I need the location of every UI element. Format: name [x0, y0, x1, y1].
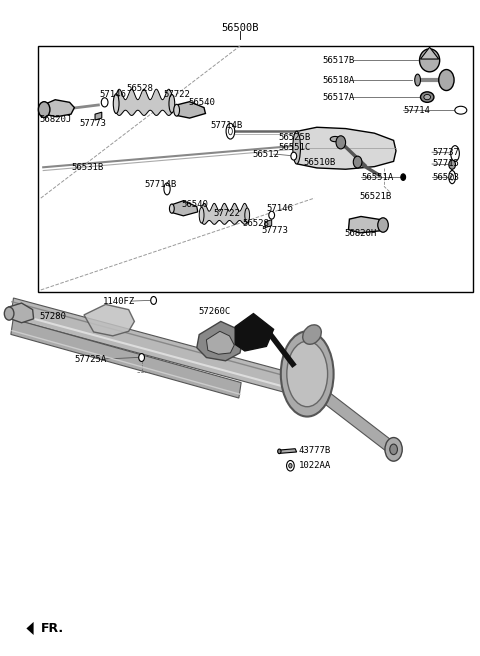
Text: 56517B: 56517B [323, 56, 355, 65]
Text: 56517A: 56517A [323, 92, 355, 102]
Polygon shape [206, 331, 234, 354]
Ellipse shape [228, 127, 232, 135]
Ellipse shape [169, 204, 174, 213]
Text: 56820H: 56820H [345, 229, 377, 238]
Text: 56531B: 56531B [71, 163, 103, 172]
Ellipse shape [113, 94, 119, 113]
Ellipse shape [174, 104, 180, 116]
Polygon shape [235, 314, 274, 351]
Text: 57773: 57773 [261, 226, 288, 236]
Circle shape [378, 218, 388, 232]
FancyBboxPatch shape [38, 46, 473, 292]
Ellipse shape [226, 123, 235, 139]
Text: 56512: 56512 [252, 150, 279, 159]
Ellipse shape [169, 94, 175, 113]
Ellipse shape [415, 74, 420, 86]
Ellipse shape [420, 49, 440, 72]
Text: 57146: 57146 [100, 90, 127, 99]
Text: 56528: 56528 [126, 84, 153, 93]
Polygon shape [26, 622, 34, 635]
Text: 56518A: 56518A [323, 75, 355, 85]
Text: 57737: 57737 [432, 148, 459, 157]
Text: 56540: 56540 [181, 200, 208, 209]
Circle shape [101, 98, 108, 107]
Ellipse shape [449, 171, 456, 184]
Circle shape [291, 152, 297, 160]
Circle shape [139, 354, 144, 361]
Polygon shape [314, 384, 396, 455]
Text: 57773: 57773 [79, 119, 106, 128]
Ellipse shape [424, 94, 431, 100]
Polygon shape [197, 321, 242, 361]
Circle shape [385, 438, 402, 461]
Text: 57715: 57715 [432, 159, 459, 169]
Ellipse shape [287, 341, 327, 407]
Ellipse shape [420, 92, 434, 102]
Ellipse shape [245, 208, 250, 222]
Circle shape [439, 70, 454, 91]
Polygon shape [348, 216, 384, 233]
Text: 56500B: 56500B [221, 23, 259, 33]
Text: 56521B: 56521B [359, 192, 391, 201]
Circle shape [336, 136, 346, 149]
Text: 57280: 57280 [39, 312, 66, 321]
Polygon shape [43, 100, 74, 117]
Polygon shape [95, 112, 102, 120]
Ellipse shape [330, 136, 340, 142]
Circle shape [4, 307, 14, 320]
Text: 57714B: 57714B [144, 180, 176, 190]
Circle shape [390, 444, 397, 455]
Ellipse shape [277, 449, 281, 454]
Text: 57722: 57722 [214, 209, 240, 218]
Text: 56540: 56540 [188, 98, 215, 108]
Text: 56510B: 56510B [304, 157, 336, 167]
Polygon shape [84, 304, 134, 336]
Polygon shape [172, 201, 198, 216]
Text: 1140FZ: 1140FZ [103, 297, 135, 306]
Circle shape [38, 102, 50, 117]
Circle shape [151, 297, 156, 304]
Text: 57260C: 57260C [198, 307, 230, 316]
Text: 56551C: 56551C [278, 143, 311, 152]
Circle shape [401, 174, 406, 180]
Ellipse shape [451, 146, 459, 161]
Text: 57722: 57722 [163, 90, 190, 99]
Text: 1022AA: 1022AA [299, 461, 331, 470]
Polygon shape [177, 102, 205, 118]
Ellipse shape [199, 207, 204, 223]
Text: 57725A: 57725A [74, 355, 107, 364]
Ellipse shape [451, 174, 454, 180]
Text: 57714B: 57714B [210, 121, 242, 131]
Polygon shape [420, 47, 439, 59]
Circle shape [353, 156, 362, 168]
Ellipse shape [164, 183, 170, 195]
Ellipse shape [303, 325, 321, 344]
Polygon shape [11, 319, 241, 398]
Circle shape [269, 211, 275, 219]
Polygon shape [294, 127, 396, 169]
Text: 56525B: 56525B [278, 133, 311, 142]
Polygon shape [9, 303, 34, 323]
Polygon shape [11, 298, 318, 401]
Text: 56820J: 56820J [39, 115, 72, 124]
Text: 56523: 56523 [432, 173, 459, 182]
Text: 43777B: 43777B [299, 445, 331, 455]
Ellipse shape [287, 461, 294, 471]
Text: 56551A: 56551A [361, 173, 393, 182]
Text: 57146: 57146 [267, 204, 294, 213]
Circle shape [449, 160, 456, 169]
Ellipse shape [293, 131, 300, 164]
Text: 56528: 56528 [243, 218, 270, 228]
Polygon shape [265, 220, 272, 228]
Text: FR.: FR. [41, 622, 64, 635]
Ellipse shape [455, 106, 467, 114]
Text: 57714: 57714 [403, 106, 430, 115]
Polygon shape [280, 449, 297, 453]
Ellipse shape [281, 331, 334, 417]
Ellipse shape [288, 463, 292, 468]
